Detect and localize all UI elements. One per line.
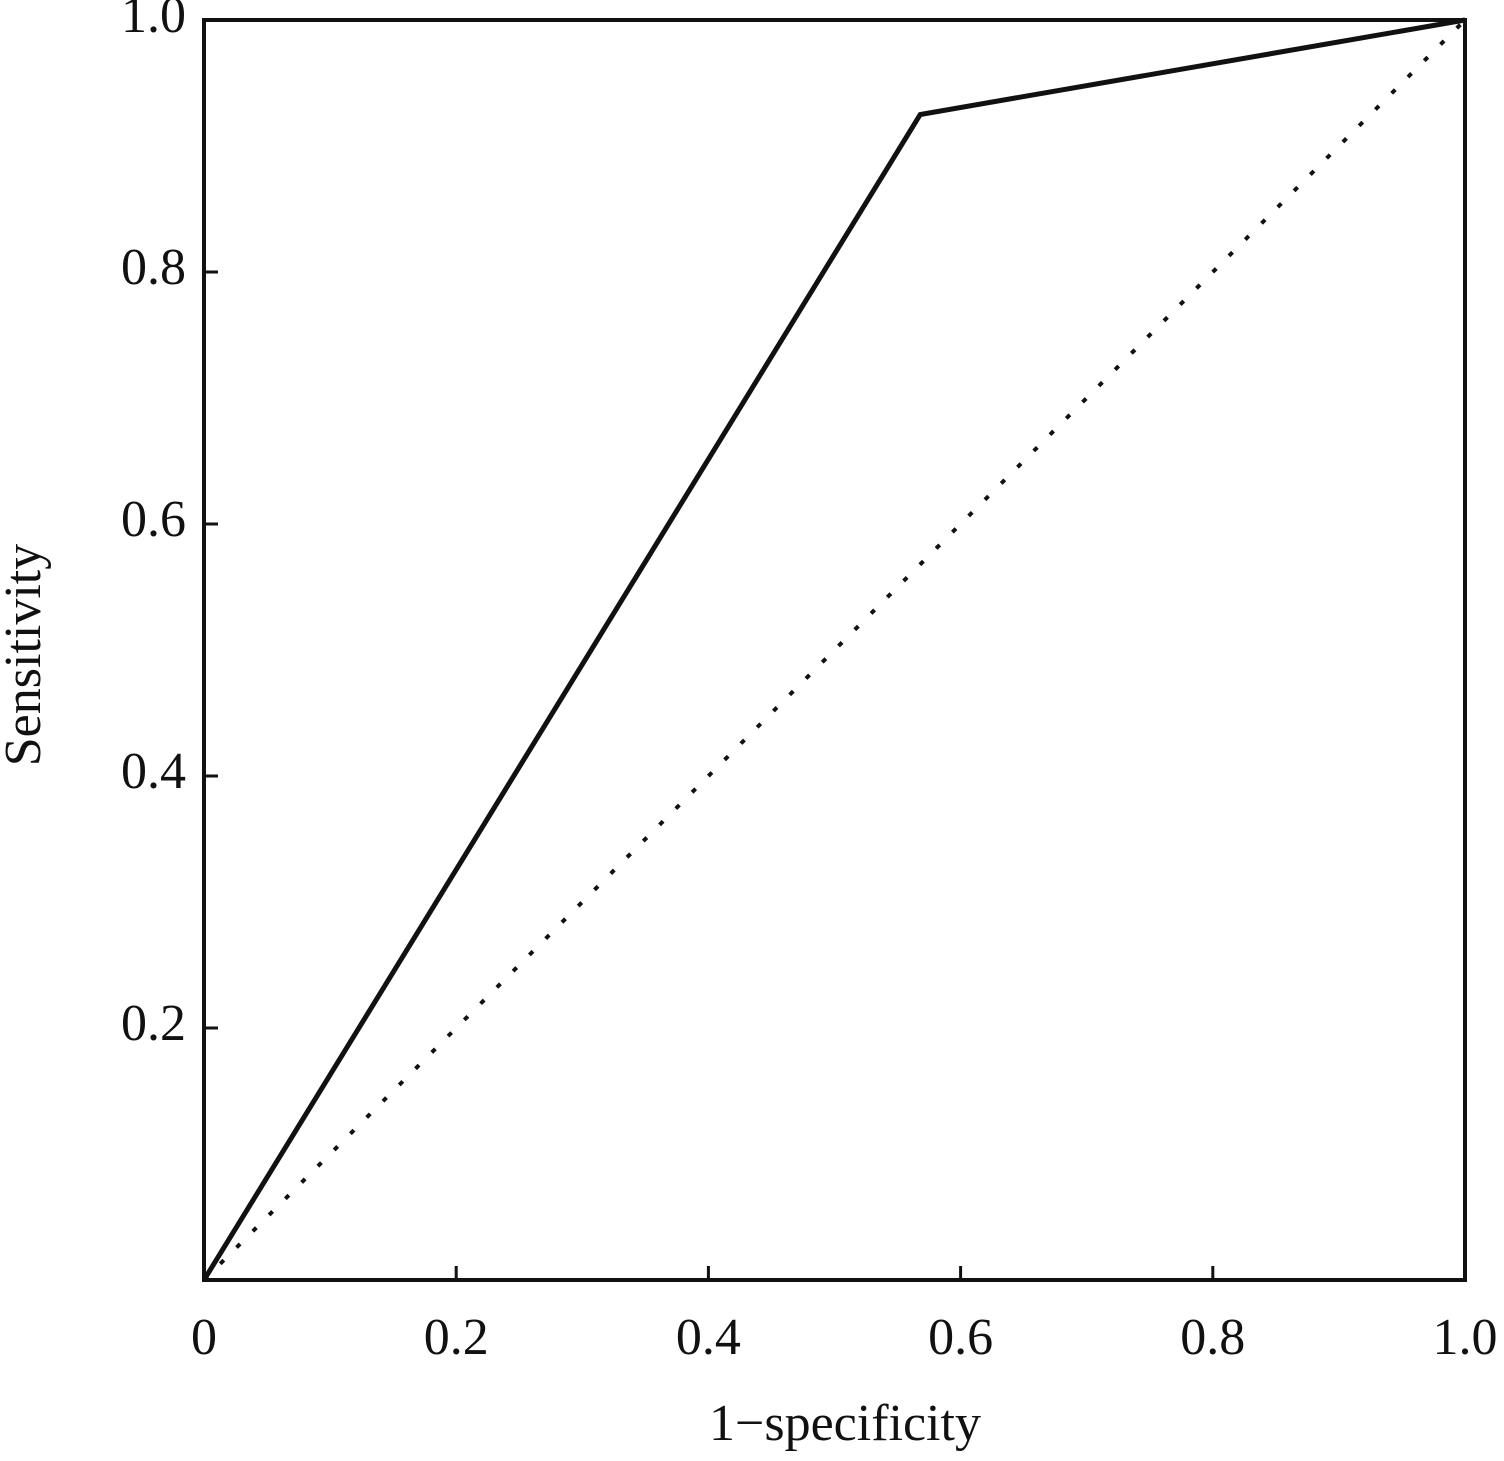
y-tick-label: 0.2 [121,995,186,1052]
x-tick-label: 0.2 [424,1309,489,1366]
x-tick-label: 0.8 [1180,1309,1245,1366]
x-tick-label: 0.4 [676,1309,741,1366]
reference-line [202,18,1467,1282]
x-tick-label: 1.0 [1433,1309,1498,1366]
plot-frame [202,18,1467,1282]
y-tick-label: 0.4 [121,743,186,800]
x-tick-label: 0 [191,1309,217,1366]
roc-line [201,17,1466,1282]
x-axis-label: 1−specificity [709,1395,981,1452]
y-axis-label: Sensitivity [0,544,52,766]
y-tick-label: 0.8 [121,239,186,296]
x-tick-label: 0.6 [928,1309,993,1366]
y-tick-label: 0.6 [121,491,186,548]
y-tick-label: 1.0 [121,0,186,44]
